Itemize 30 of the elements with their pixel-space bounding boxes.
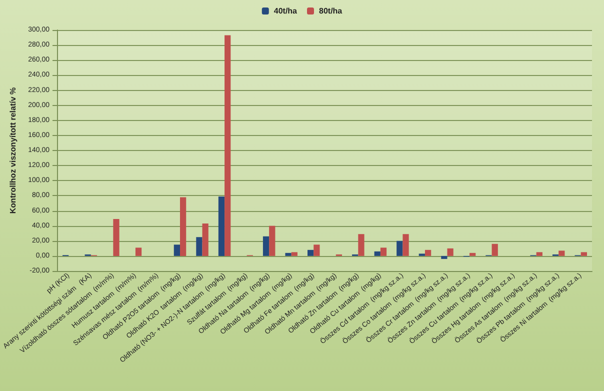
bar (424, 250, 432, 256)
bar (580, 252, 587, 256)
bar (447, 248, 454, 256)
bar (113, 219, 120, 256)
bar (174, 244, 180, 256)
bar (285, 252, 292, 256)
bar (470, 252, 476, 256)
legend-label: 80t/ha (319, 6, 343, 16)
bar (308, 250, 314, 256)
bar (218, 196, 225, 256)
bar (441, 256, 448, 259)
bar (202, 224, 208, 256)
bar (180, 197, 186, 256)
bar (536, 252, 542, 256)
bar (402, 234, 409, 256)
bar (269, 226, 276, 256)
bar (492, 244, 498, 256)
bar (380, 248, 387, 256)
bar (196, 237, 202, 256)
bar (374, 251, 380, 256)
bar (291, 252, 298, 256)
bar (135, 248, 142, 256)
bar (314, 244, 320, 256)
y-axis-title: Kontrollhoz viszonyított relatív % (8, 87, 18, 214)
bar (396, 240, 403, 256)
bar (358, 234, 364, 256)
legend-label: 40t/ha (274, 6, 298, 16)
bar (224, 35, 231, 256)
bar (262, 236, 270, 256)
bar (558, 250, 565, 256)
